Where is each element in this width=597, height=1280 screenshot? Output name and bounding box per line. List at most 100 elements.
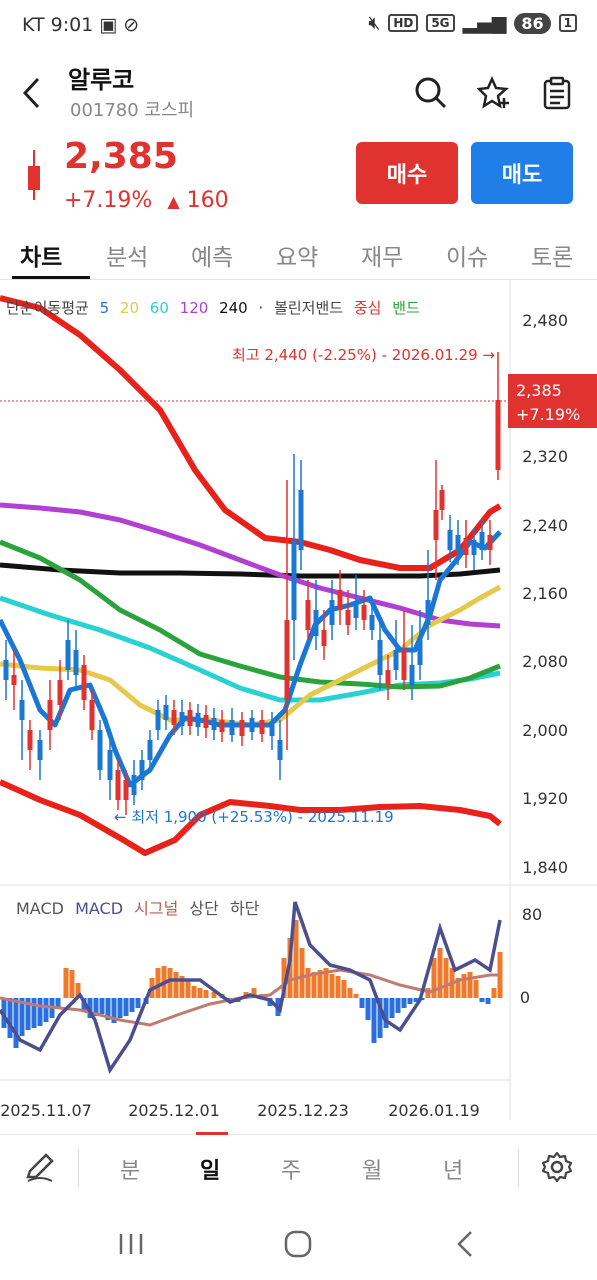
period-minute[interactable]: 분 — [120, 1159, 141, 1184]
candle-body — [155, 710, 161, 730]
candle-body — [291, 540, 297, 620]
draw-pen-icon[interactable] — [24, 1151, 56, 1187]
candle-body — [298, 490, 304, 550]
bollinger-lower-band — [0, 779, 502, 856]
macd-bar — [473, 980, 479, 998]
candle-body — [147, 740, 153, 760]
ma-120-legend: 120 — [180, 299, 209, 317]
macd-bar — [13, 998, 19, 1048]
macd-bar — [431, 958, 437, 998]
macd-bar — [129, 998, 135, 1012]
period-week[interactable]: 주 — [281, 1159, 302, 1184]
tab-forecast[interactable]: 예측 — [191, 245, 234, 271]
back-icon[interactable] — [20, 76, 42, 119]
price-block: 2,385 +7.19% ▲ 160 매수 매도 — [0, 130, 597, 220]
price-tick: 2,080 — [522, 652, 568, 671]
clipboard-icon[interactable] — [540, 76, 574, 110]
macd-bar — [491, 988, 497, 998]
price-chart[interactable]: 단순이동평균 5 20 60 120 240 · 볼린저밴드 중심 밴드 최고 … — [0, 280, 597, 1134]
candle-body — [277, 740, 283, 760]
recent-apps-icon[interactable] — [118, 1232, 144, 1260]
candle-body — [417, 640, 423, 665]
macd-bar — [69, 970, 75, 998]
no-sim-icon: ⊘ — [123, 14, 140, 36]
mute-icon: 🔇︎ — [368, 12, 381, 34]
macd-bar — [329, 974, 335, 998]
macd-bar — [485, 998, 491, 1004]
battery-badge: 86 — [514, 12, 551, 34]
candle-body — [229, 720, 235, 735]
date-tick: 2025.12.01 — [128, 1101, 220, 1120]
status-bar: KT 9:01 ▣ ⊘ 🔇︎ HD 5G ▂▄▆ 86 1 — [0, 0, 597, 52]
tab-analysis[interactable]: 분석 — [106, 245, 149, 271]
candle-body — [89, 700, 95, 730]
macd-bar — [281, 958, 287, 998]
sell-button[interactable]: 매도 — [471, 142, 573, 204]
home-icon[interactable] — [284, 1230, 312, 1262]
divider — [78, 1149, 79, 1187]
candle-body — [115, 770, 121, 800]
settings-gear-icon[interactable] — [541, 1151, 573, 1187]
candlestick-series — [3, 352, 501, 815]
candle-body — [393, 650, 399, 670]
tab-summary[interactable]: 요약 — [276, 245, 319, 271]
date-tick: 2026.01.19 — [388, 1101, 480, 1120]
macd-bar — [395, 998, 401, 1013]
candle-body — [123, 780, 129, 800]
network-badge: 5G — [426, 14, 455, 32]
price-tick: 1,840 — [522, 858, 568, 877]
macd-bar — [179, 976, 185, 998]
period-day[interactable]: 일 — [200, 1159, 221, 1184]
macd-bar — [173, 972, 179, 998]
macd-bar — [371, 998, 377, 1043]
macd-bar — [437, 948, 443, 998]
tab-finance[interactable]: 재무 — [361, 245, 404, 271]
macd-bar — [251, 988, 257, 998]
macd-bar — [185, 980, 191, 998]
candle-body — [131, 775, 137, 795]
candle-body — [179, 712, 185, 726]
upper-legend: 상단 — [189, 899, 219, 918]
macd-title: MACD — [16, 899, 64, 918]
candle-body — [249, 718, 255, 732]
bollinger-upper-band — [0, 295, 502, 571]
sim-badge: 1 — [558, 14, 577, 32]
candle-body — [81, 665, 87, 700]
candle-body — [97, 730, 103, 770]
price-change: +7.19% ▲ 160 — [64, 188, 229, 213]
back-nav-icon[interactable] — [456, 1230, 474, 1262]
screenshot-icon: ▣ — [99, 14, 118, 36]
lower-legend: 하단 — [230, 899, 260, 918]
macd-bar — [155, 968, 161, 998]
period-year[interactable]: 년 — [443, 1159, 464, 1184]
candle-body — [65, 640, 71, 670]
date-axis: 2025.11.07 2025.12.01 2025.12.23 2026.01… — [0, 1101, 480, 1120]
macd-bar — [317, 970, 323, 998]
candle-body — [284, 620, 290, 700]
candle-body — [463, 538, 469, 555]
tab-chart[interactable]: 차트 — [20, 245, 63, 271]
macd-bar — [25, 998, 31, 1030]
candle-body — [353, 602, 359, 618]
buy-button[interactable]: 매수 — [356, 142, 458, 204]
tab-discussion[interactable]: 토론 — [531, 245, 574, 271]
ma-20-legend: 20 — [120, 299, 139, 317]
macd-bar — [365, 998, 371, 1020]
period-month[interactable]: 월 — [362, 1159, 383, 1184]
candle-body — [401, 650, 407, 680]
stock-code: 001780 코스피 — [70, 100, 195, 121]
candle-body — [139, 760, 145, 780]
tab-issues[interactable]: 이슈 — [446, 245, 489, 271]
ma-120-line — [0, 502, 501, 629]
up-triangle-icon: ▲ — [167, 192, 180, 211]
svg-text:단순이동평균 5 20 60: 단순이동평균 5 20 60 120 240 · 볼린저밴드 중심 밴드 — [6, 299, 420, 317]
macd-bar — [299, 948, 305, 998]
favorite-star-icon[interactable] — [476, 75, 511, 110]
candle-body — [471, 540, 477, 555]
macd-bar — [167, 968, 173, 998]
macd-bar — [117, 998, 123, 1018]
candle-body — [27, 730, 33, 750]
candle-body — [377, 640, 383, 675]
search-icon[interactable] — [414, 76, 448, 110]
price-tag-value: 2,385 — [516, 381, 562, 400]
